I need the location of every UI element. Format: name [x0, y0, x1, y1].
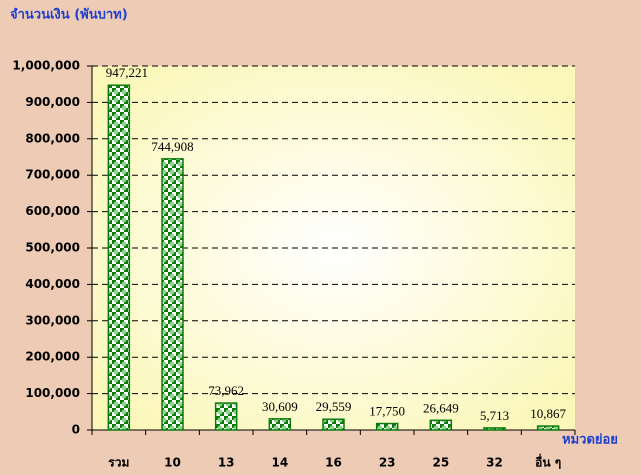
value-label: 29,559	[316, 399, 352, 414]
y-tick-label: 1,000,000	[12, 59, 80, 73]
bar	[161, 158, 184, 431]
value-label: 73,962	[208, 383, 244, 398]
x-tick-label: 23	[379, 456, 396, 470]
bar	[214, 402, 238, 431]
value-label: 947,221	[106, 65, 148, 80]
x-tick-label: 16	[325, 456, 342, 470]
value-label: 30,609	[262, 399, 298, 414]
y-tick-label: 500,000	[25, 241, 80, 255]
x-tick-label: 32	[486, 456, 503, 470]
y-tick-label: 100,000	[25, 386, 80, 400]
bar	[429, 419, 453, 431]
y-tick-label: 0	[72, 423, 80, 437]
y-axis-title: จำนวนเงิน (พันบาท)	[10, 7, 128, 23]
y-tick-label: 200,000	[25, 350, 80, 364]
value-label: 10,867	[530, 406, 566, 421]
x-tick-label: 13	[218, 456, 235, 470]
bar	[483, 427, 506, 431]
bar	[268, 418, 292, 431]
y-tick-label: 600,000	[25, 204, 80, 218]
value-label: 26,649	[423, 400, 459, 415]
x-axis-title: หมวดย่อย	[562, 433, 618, 448]
value-label: 17,750	[369, 404, 405, 419]
y-tick-label: 700,000	[25, 168, 80, 182]
x-tick-label: อื่น ๆ	[535, 454, 561, 470]
bar	[322, 418, 345, 431]
value-label: 5,713	[480, 408, 509, 423]
y-tick-label: 400,000	[25, 277, 80, 291]
bar	[536, 425, 560, 431]
bar	[375, 422, 399, 431]
bar	[107, 84, 131, 431]
value-label: 744,908	[151, 139, 193, 154]
x-tick-label: 14	[271, 456, 288, 470]
x-tick-label: 25	[432, 456, 449, 470]
x-tick-label: 10	[164, 456, 181, 470]
y-tick-label: 300,000	[25, 313, 80, 327]
x-tick-label: รวม	[108, 456, 129, 470]
y-tick-label: 900,000	[25, 95, 80, 109]
y-tick-label: 800,000	[25, 131, 80, 145]
